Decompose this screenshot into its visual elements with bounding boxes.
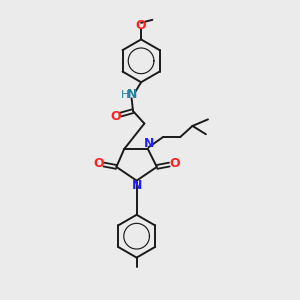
Text: O: O [169, 158, 180, 170]
Text: O: O [93, 158, 104, 170]
Text: O: O [110, 110, 121, 123]
Text: H: H [121, 90, 129, 100]
Text: N: N [126, 88, 137, 101]
Text: N: N [144, 137, 154, 150]
Text: N: N [131, 179, 142, 193]
Text: O: O [136, 19, 146, 32]
